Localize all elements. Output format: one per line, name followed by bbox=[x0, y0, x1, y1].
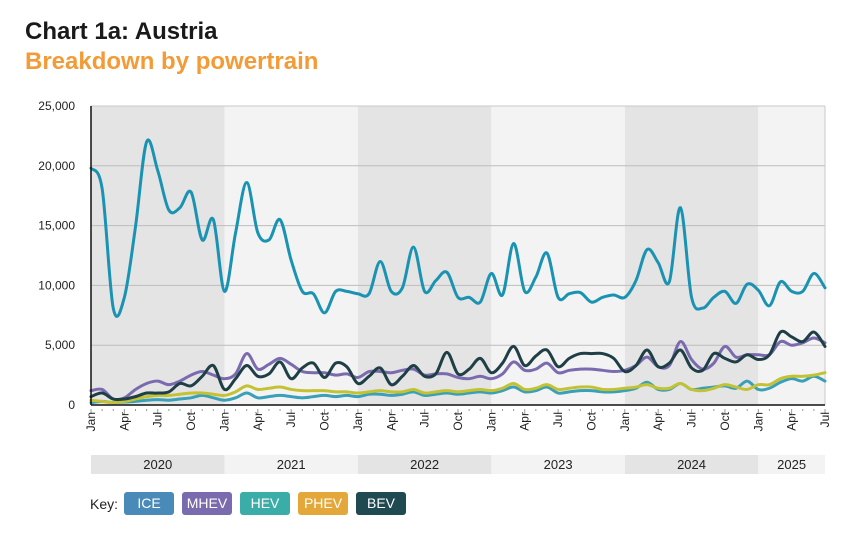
year-label-band bbox=[758, 455, 825, 474]
legend-key-label: Key: bbox=[90, 496, 119, 512]
x-tick-label: Apr bbox=[251, 412, 265, 431]
x-tick-label: Apr bbox=[384, 412, 398, 431]
x-tick-label: Oct bbox=[451, 411, 465, 430]
year-label-band bbox=[224, 455, 358, 474]
y-tick-label: 0 bbox=[68, 398, 75, 412]
legend-item-bev: BEV bbox=[356, 492, 406, 515]
x-tick-label: Jul bbox=[551, 412, 565, 427]
x-tick-label: Jul bbox=[818, 412, 832, 427]
series-line-phev bbox=[89, 371, 827, 405]
x-tick-label: Apr bbox=[518, 412, 532, 431]
legend-item-phev: PHEV bbox=[298, 492, 348, 515]
series-line-ice bbox=[89, 138, 827, 318]
x-tick-label: Oct bbox=[184, 411, 198, 430]
year-band bbox=[357, 106, 492, 405]
year-label-band bbox=[491, 455, 625, 474]
series-line-bev bbox=[89, 329, 827, 402]
year-label-band bbox=[357, 455, 492, 474]
legend-item-mhev: MHEV bbox=[182, 492, 232, 515]
year-band bbox=[491, 106, 625, 405]
x-tick-label: Apr bbox=[785, 412, 799, 431]
year-label: 2022 bbox=[410, 457, 439, 472]
y-tick-label: 10,000 bbox=[38, 278, 75, 292]
legend-item-hev: HEV bbox=[240, 492, 290, 515]
legend-item-ice: ICE bbox=[124, 492, 174, 515]
year-label: 2021 bbox=[277, 457, 306, 472]
x-tick-label: Jul bbox=[284, 412, 298, 427]
y-tick-label: 25,000 bbox=[38, 99, 75, 113]
x-tick-label: Oct bbox=[318, 411, 332, 430]
x-tick-label: Apr bbox=[117, 412, 131, 431]
x-tick-label: Jan bbox=[84, 412, 98, 431]
x-tick-label: Oct bbox=[718, 411, 732, 430]
y-tick-label: 20,000 bbox=[38, 159, 75, 173]
chart-title: Chart 1a: Austria bbox=[25, 18, 218, 45]
series-line-hev bbox=[89, 374, 827, 405]
x-tick-label: Jul bbox=[418, 412, 432, 427]
x-tick-label: Jan bbox=[217, 412, 231, 431]
year-label: 2025 bbox=[777, 457, 806, 472]
year-label: 2024 bbox=[677, 457, 706, 472]
year-label: 2020 bbox=[143, 457, 172, 472]
x-tick-label: Jan bbox=[484, 412, 498, 431]
year-band bbox=[91, 106, 225, 405]
x-tick-label: Apr bbox=[651, 412, 665, 431]
year-band bbox=[624, 106, 759, 405]
x-tick-label: Jan bbox=[751, 412, 765, 431]
year-label-band bbox=[91, 455, 225, 474]
chart-subtitle: Breakdown by powertrain bbox=[25, 48, 319, 75]
x-tick-label: Oct bbox=[584, 411, 598, 430]
y-tick-label: 15,000 bbox=[38, 219, 75, 233]
year-label-band bbox=[624, 455, 759, 474]
x-tick-label: Jan bbox=[351, 412, 365, 431]
x-tick-label: Jul bbox=[151, 412, 165, 427]
year-label: 2023 bbox=[544, 457, 573, 472]
year-band bbox=[758, 106, 825, 405]
y-tick-label: 5,000 bbox=[45, 338, 75, 352]
x-tick-label: Jan bbox=[618, 412, 632, 431]
x-tick-label: Jul bbox=[685, 412, 699, 427]
